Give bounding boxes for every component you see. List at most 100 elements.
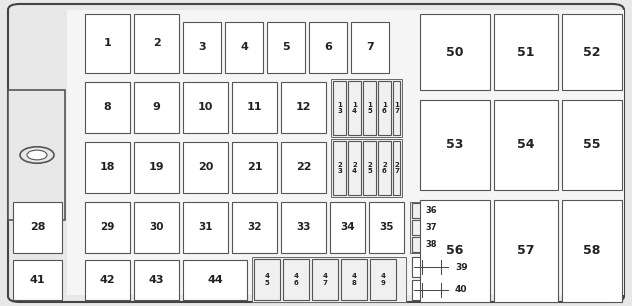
Text: 1
5: 1 5	[367, 102, 372, 114]
Bar	[232, 202, 277, 253]
Bar	[183, 142, 228, 193]
Bar	[281, 142, 326, 193]
Bar	[85, 260, 130, 300]
Text: 34: 34	[340, 222, 355, 233]
Text: 31: 31	[198, 222, 213, 233]
Text: 12: 12	[296, 103, 311, 113]
Text: 55: 55	[583, 139, 601, 151]
Bar	[363, 81, 376, 135]
Text: 29: 29	[100, 222, 114, 233]
Text: 5: 5	[282, 43, 290, 53]
Bar	[254, 259, 280, 300]
Bar	[134, 202, 179, 253]
Text: 2
5: 2 5	[367, 162, 372, 174]
Text: 3: 3	[198, 43, 206, 53]
Bar	[348, 81, 361, 135]
Bar	[412, 237, 450, 252]
Text: 56: 56	[446, 244, 464, 258]
Text: 1
6: 1 6	[382, 102, 387, 114]
Bar	[562, 100, 622, 190]
Bar	[183, 22, 221, 73]
Bar	[134, 14, 179, 73]
Bar	[13, 202, 62, 253]
Text: 6: 6	[324, 43, 332, 53]
Bar	[85, 202, 130, 253]
Bar	[363, 141, 376, 195]
Text: 8: 8	[104, 103, 111, 113]
Text: 33: 33	[296, 222, 311, 233]
Text: 43: 43	[149, 275, 164, 285]
Bar	[283, 259, 309, 300]
Circle shape	[20, 147, 54, 163]
Text: 57: 57	[517, 244, 535, 258]
Bar	[183, 260, 247, 300]
Bar	[369, 202, 404, 253]
Text: 4
5: 4 5	[265, 273, 269, 286]
Bar	[494, 14, 558, 90]
Bar	[420, 100, 490, 190]
Text: 37: 37	[425, 223, 437, 232]
Bar	[330, 202, 365, 253]
Text: 4
9: 4 9	[380, 273, 386, 286]
Bar	[412, 203, 450, 218]
Bar	[232, 142, 277, 193]
Bar	[67, 10, 624, 295]
Text: 53: 53	[446, 139, 464, 151]
Bar	[281, 202, 326, 253]
Bar	[134, 260, 179, 300]
Text: 19: 19	[149, 162, 164, 173]
Text: 36: 36	[425, 206, 437, 215]
Text: 20: 20	[198, 162, 213, 173]
Bar	[420, 200, 490, 302]
Text: 22: 22	[296, 162, 311, 173]
Text: 10: 10	[198, 103, 213, 113]
Text: 11: 11	[246, 103, 262, 113]
Bar	[333, 81, 346, 135]
Text: 7: 7	[366, 43, 374, 53]
Text: 32: 32	[247, 222, 262, 233]
Text: 2
3: 2 3	[337, 162, 342, 174]
Bar	[348, 141, 361, 195]
Bar	[281, 82, 326, 133]
Bar	[562, 14, 622, 90]
Bar	[232, 82, 277, 133]
Bar	[85, 14, 130, 73]
Bar	[420, 14, 490, 90]
Bar	[412, 280, 450, 300]
Text: 1
4: 1 4	[352, 102, 357, 114]
Bar	[341, 259, 367, 300]
Text: 35: 35	[379, 222, 394, 233]
Bar	[494, 200, 558, 302]
Bar	[85, 142, 130, 193]
Text: 4
6: 4 6	[293, 273, 298, 286]
Bar	[309, 22, 347, 73]
Text: 1
3: 1 3	[337, 102, 342, 114]
Bar	[183, 82, 228, 133]
Bar	[378, 81, 391, 135]
Bar	[412, 257, 450, 277]
Text: 38: 38	[425, 240, 437, 249]
Text: 41: 41	[30, 275, 46, 285]
Text: 1
7: 1 7	[394, 102, 399, 114]
Bar	[267, 22, 305, 73]
Bar	[85, 82, 130, 133]
Text: 52: 52	[583, 46, 601, 58]
Bar	[378, 141, 391, 195]
Circle shape	[27, 150, 47, 160]
Bar	[351, 22, 389, 73]
Bar	[183, 202, 228, 253]
Bar	[331, 79, 402, 137]
Text: 21: 21	[246, 162, 262, 173]
Bar	[134, 82, 179, 133]
Text: 2
7: 2 7	[394, 162, 399, 174]
Text: 4: 4	[240, 43, 248, 53]
Text: 2: 2	[152, 39, 161, 48]
FancyBboxPatch shape	[8, 4, 624, 302]
Bar	[393, 141, 400, 195]
Text: 9: 9	[152, 103, 161, 113]
Bar	[225, 22, 263, 73]
Text: 44: 44	[207, 275, 223, 285]
Text: 39: 39	[455, 263, 468, 271]
Bar	[331, 139, 402, 197]
Bar	[410, 202, 452, 253]
